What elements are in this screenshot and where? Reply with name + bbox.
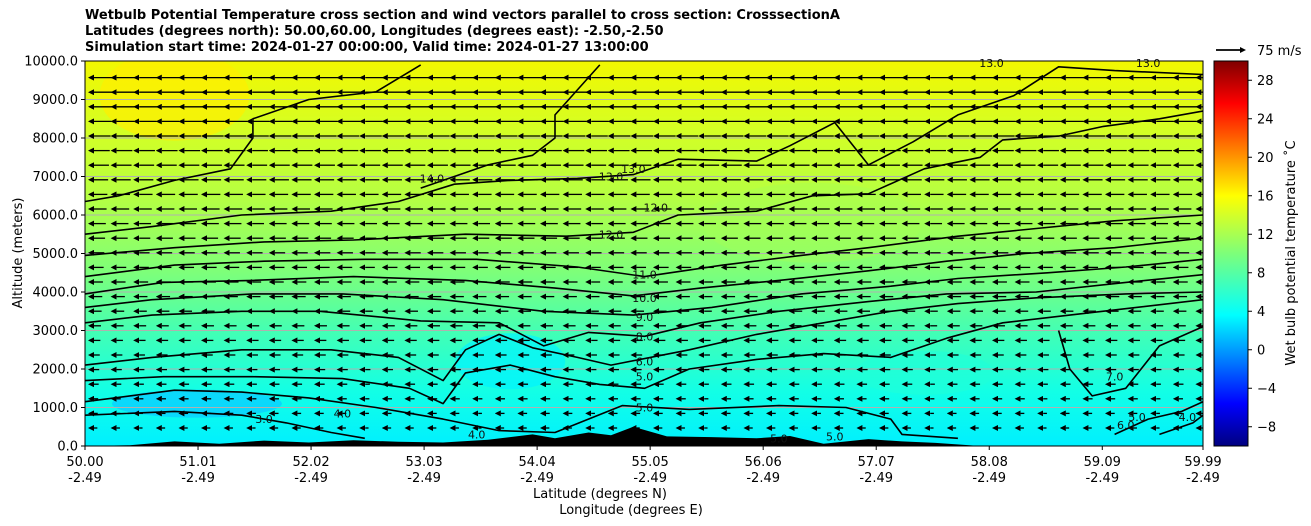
field-patch-0 xyxy=(111,389,282,418)
contour-label-15: 4.0 xyxy=(334,407,352,420)
x-tick-label-lat-6: 56.06 xyxy=(745,455,782,470)
contour-label-22: 4.0 xyxy=(1179,411,1197,424)
wind-vectors xyxy=(88,74,1203,431)
y-axis-title: Altitude (meters) xyxy=(11,198,26,309)
title-line-3: Simulation start time: 2024-01-27 00:00:… xyxy=(85,40,649,55)
y-tick-label-8: 8000.0 xyxy=(33,132,79,147)
x-tick-label-lon-1: -2.49 xyxy=(181,471,215,486)
y-tick-label-3: 3000.0 xyxy=(33,324,79,339)
contour-label-16: 4.0 xyxy=(468,428,486,441)
contour-label-11: 6.0 xyxy=(636,355,654,368)
y-tick-label-7: 7000.0 xyxy=(33,170,79,185)
colorbar-tick-label-6: 16 xyxy=(1257,189,1274,204)
x-tick-label-lat-2: 52.02 xyxy=(292,455,329,470)
colorbar-tick-label-3: 4 xyxy=(1257,305,1265,320)
y-tick-label-4: 4000.0 xyxy=(33,286,79,301)
x-tick-label-lon-3: -2.49 xyxy=(407,471,441,486)
contour-label-6: 13.0 xyxy=(1136,57,1161,70)
x-tick-label-lat-9: 59.09 xyxy=(1084,455,1121,470)
field-patch-2 xyxy=(455,333,566,390)
x-tick-label-lon-8: -2.49 xyxy=(972,471,1006,486)
quiver-key-label: 75 m/s xyxy=(1257,44,1302,59)
contour-label-14: 3.0 xyxy=(255,413,273,426)
y-tick-label-9: 9000.0 xyxy=(33,93,79,108)
quiver-key: 75 m/s xyxy=(1216,44,1302,59)
x-tick-label-lat-3: 53.03 xyxy=(405,455,442,470)
y-tick-label-0: 0.0 xyxy=(57,440,78,455)
x-tick-label-lat-4: 54.04 xyxy=(519,455,556,470)
x-tick-label-lon-4: -2.49 xyxy=(520,471,554,486)
x-tick-label-lat-8: 58.08 xyxy=(971,455,1008,470)
x-axis-title-lon: Longitude (degrees E) xyxy=(559,503,703,518)
colorbar xyxy=(1213,60,1249,447)
y-tick-label-10: 10000.0 xyxy=(24,55,78,70)
x-axis-title-lat: Latitude (degrees N) xyxy=(533,487,667,502)
y-axis: 0.0 1000.0 2000.0 3000.0 4000.0 5000.0 6000.0 7… xyxy=(24,55,85,455)
x-tick-label-lon-5: -2.49 xyxy=(633,471,667,486)
x-tick-label-lon-9: -2.49 xyxy=(1085,471,1119,486)
contour-label-13: 5.0 xyxy=(636,402,654,415)
y-tick-label-5: 5000.0 xyxy=(33,247,79,262)
contour-6-8 xyxy=(85,291,1203,382)
terrain-silhouette xyxy=(85,426,981,446)
contour-label-9: 9.0 xyxy=(636,311,654,324)
contour-5-9 xyxy=(85,298,1203,405)
colorbar-tick-label-8: 24 xyxy=(1257,112,1274,127)
x-tick-label-lat-0: 50.00 xyxy=(66,455,103,470)
y-tick-label-2: 2000.0 xyxy=(33,363,79,378)
x-tick-label-lon-2: -2.49 xyxy=(294,471,328,486)
x-tick-label-lat-7: 57.07 xyxy=(858,455,895,470)
colorbar-tick-label-4: 8 xyxy=(1257,266,1265,281)
x-tick-label-lon-0: -2.49 xyxy=(68,471,102,486)
x-axis: 50.00-2.4951.01-2.4952.02-2.4953.03-2.49… xyxy=(66,446,1222,486)
contour-label-7: 11.0 xyxy=(632,269,657,282)
y-tick-label-1: 1000.0 xyxy=(33,401,79,416)
contour-label-10: 8.0 xyxy=(636,330,654,343)
colorbar-tick-label-2: 0 xyxy=(1257,343,1265,358)
x-tick-label-lat-1: 51.01 xyxy=(179,455,216,470)
contour-label-12: 5.0 xyxy=(636,371,654,384)
contour-label-21: 5.0 xyxy=(1128,411,1146,424)
contour-11-4 xyxy=(85,214,1203,278)
contour-label-20: 6.0 xyxy=(1117,419,1135,432)
contour-4-11 xyxy=(85,389,958,440)
contour-7-10 xyxy=(1057,325,1203,397)
contour-4-14 xyxy=(1159,414,1203,436)
colorbar-tick-label-0: −8 xyxy=(1257,420,1276,435)
colorbar-ticks: −8 −4 0 4 8 12 16 20 24 28 xyxy=(1248,74,1276,435)
title-line-1: Wetbulb Potential Temperature cross sect… xyxy=(85,8,840,23)
contour-label-5: 13.0 xyxy=(979,57,1004,70)
x-tick-label-lat-10: 59.99 xyxy=(1184,455,1221,470)
x-tick-label-lon-6: -2.49 xyxy=(746,471,780,486)
field-patch-3 xyxy=(854,350,995,395)
contour-9-6 xyxy=(85,258,1203,316)
x-tick-label-lon-10: -2.49 xyxy=(1186,471,1220,486)
contour-label-19: 7.0 xyxy=(1106,371,1124,384)
contour-label-1: 13.0 xyxy=(599,171,624,184)
colorbar-tick-label-5: 12 xyxy=(1257,228,1274,243)
x-tick-label-lon-7: -2.49 xyxy=(859,471,893,486)
contour-label-18: 5.0 xyxy=(826,430,844,443)
x-tick-label-lat-5: 55.05 xyxy=(632,455,669,470)
colorbar-label: Wet bulb potential temperature ˚C xyxy=(1283,140,1299,365)
title-line-2: Latitudes (degrees north): 50.00,60.00, … xyxy=(85,24,664,39)
y-tick-label-6: 6000.0 xyxy=(33,209,79,224)
chart-title: Wetbulb Potential Temperature cross sect… xyxy=(85,8,840,56)
contour-label-17: 5.0 xyxy=(770,432,788,445)
colorbar-tick-label-9: 28 xyxy=(1257,74,1274,89)
colorbar-tick-label-7: 20 xyxy=(1257,151,1274,166)
contour-label-8: 10.0 xyxy=(632,292,657,305)
contour-label-2: 13.0 xyxy=(621,163,646,176)
contour-label-4: 12.0 xyxy=(644,201,669,214)
contour-label-0: 14.0 xyxy=(420,172,445,185)
contour-labels: 14.0 13.013.012.012.013.0 13.011.010.09.08… xyxy=(255,57,1196,445)
terrain xyxy=(85,426,981,446)
field-patch-1 xyxy=(99,61,250,141)
contour-14-0 xyxy=(85,64,422,203)
colorbar-tick-label-1: −4 xyxy=(1257,382,1276,397)
contour-label-3: 12.0 xyxy=(599,228,624,241)
